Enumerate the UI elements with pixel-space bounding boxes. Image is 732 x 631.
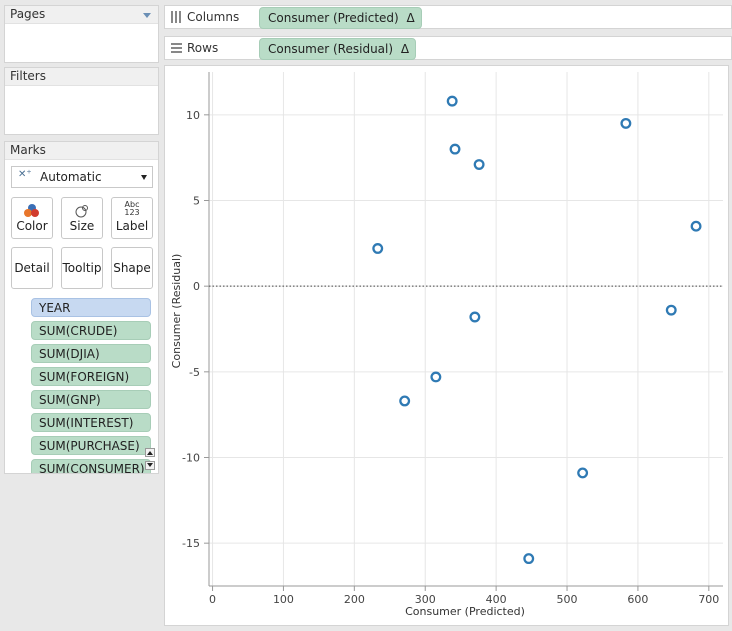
field-pill-year[interactable]: YEAR <box>31 298 151 317</box>
pages-dropdown-icon[interactable] <box>143 13 151 18</box>
scatter-plot[interactable]: 0 100 200 300 400 500 600 700 10 5 0 -5 -10 -15 Consu… <box>165 66 728 625</box>
size-button-label: Size <box>69 219 95 233</box>
x-tick-label: 400 <box>486 593 507 606</box>
scatter-point[interactable] <box>690 220 702 232</box>
field-pill-gnp[interactable]: SUM(GNP) <box>31 390 151 409</box>
field-pill-crude[interactable]: SUM(CRUDE) <box>31 321 151 340</box>
rows-pill-label: Consumer (Residual) <box>268 42 394 56</box>
detail-button[interactable]: Detail <box>11 247 53 289</box>
detail-button-label: Detail <box>14 261 50 275</box>
tooltip-button-label: Tooltip <box>62 261 102 275</box>
y-tick-label: 0 <box>193 280 200 293</box>
scatter-point[interactable] <box>446 95 458 107</box>
mark-type-value: Automatic <box>40 170 102 184</box>
x-tick-label: 0 <box>209 593 216 606</box>
marks-title: Marks <box>5 142 158 160</box>
field-pill-djia[interactable]: SUM(DJIA) <box>31 344 151 363</box>
y-tick-label: -15 <box>182 537 200 550</box>
scatter-point[interactable] <box>665 304 677 316</box>
rows-shelf-label: Rows <box>187 41 219 55</box>
field-pill-consumer[interactable]: SUM(CONSUMER) <box>31 459 151 473</box>
scroll-up-button[interactable] <box>145 448 155 457</box>
rows-pill[interactable]: Consumer (Residual) Δ <box>259 38 417 60</box>
scatter-point[interactable] <box>449 143 461 155</box>
delta-icon: Δ <box>400 42 410 56</box>
filters-card: Filters <box>4 67 159 135</box>
columns-shelf-label: Columns <box>187 10 240 24</box>
rows-icon <box>171 43 182 53</box>
scroll-up-icon <box>147 451 153 455</box>
y-tick-label: -5 <box>189 366 200 379</box>
label-button[interactable]: Abc 123 Label <box>111 197 153 239</box>
scatter-point[interactable] <box>372 243 384 254</box>
color-icon <box>24 204 39 217</box>
columns-pill[interactable]: Consumer (Predicted) Δ <box>259 7 422 29</box>
rows-shelf[interactable]: Rows Consumer (Residual) Δ <box>164 36 732 60</box>
columns-icon <box>171 11 181 23</box>
color-button-label: Color <box>16 219 48 233</box>
x-tick-label: 600 <box>627 593 648 606</box>
y-axis-label: Consumer (Residual) <box>170 254 183 369</box>
x-tick-label: 500 <box>557 593 578 606</box>
scroll-down-button[interactable] <box>145 461 155 470</box>
mark-type-dropdown[interactable]: ✕⁺ Automatic <box>11 166 153 188</box>
label-icon: Abc 123 <box>124 200 140 217</box>
chevron-down-icon <box>141 175 147 180</box>
pages-title: Pages <box>5 6 158 24</box>
scatter-point[interactable] <box>620 117 632 129</box>
size-icon <box>75 205 88 218</box>
scatter-point[interactable] <box>469 311 481 323</box>
delta-icon: Δ <box>406 11 415 25</box>
field-pill-interest[interactable]: SUM(INTEREST) <box>31 413 151 432</box>
y-tick-label: -10 <box>182 452 200 465</box>
x-tick-label: 100 <box>273 593 294 606</box>
pages-card: Pages <box>4 5 159 63</box>
scatter-point[interactable] <box>523 553 535 565</box>
size-button[interactable]: Size <box>61 197 103 239</box>
chart-area[interactable]: 0 100 200 300 400 500 600 700 10 5 0 -5 -10 -15 Consu… <box>164 65 729 626</box>
filters-title: Filters <box>5 68 158 86</box>
shape-button[interactable]: Shape <box>111 247 153 289</box>
shape-button-label: Shape <box>113 261 151 275</box>
columns-pill-label: Consumer (Predicted) <box>268 11 399 25</box>
x-tick-label: 700 <box>698 593 719 606</box>
color-button[interactable]: Color <box>11 197 53 239</box>
tooltip-button[interactable]: Tooltip <box>61 247 103 289</box>
x-tick-label: 300 <box>415 593 436 606</box>
scroll-down-icon <box>147 463 153 467</box>
marks-card: Marks ✕⁺ Automatic Color Size Abc 123 La… <box>4 141 159 474</box>
scatter-point[interactable] <box>577 467 589 479</box>
columns-shelf[interactable]: Columns Consumer (Predicted) Δ <box>164 5 732 29</box>
scatter-point[interactable] <box>430 371 442 383</box>
label-button-label: Label <box>115 219 149 233</box>
automatic-mark-icon: ✕⁺ <box>18 169 32 180</box>
scatter-point[interactable] <box>399 395 411 407</box>
field-pill-foreign[interactable]: SUM(FOREIGN) <box>31 367 151 386</box>
y-tick-label: 5 <box>193 195 200 208</box>
scatter-point[interactable] <box>473 159 485 170</box>
y-tick-label: 10 <box>186 109 200 122</box>
field-pill-purchase[interactable]: SUM(PURCHASE) <box>31 436 151 455</box>
x-tick-label: 200 <box>344 593 365 606</box>
x-axis-label: Consumer (Predicted) <box>405 605 525 618</box>
